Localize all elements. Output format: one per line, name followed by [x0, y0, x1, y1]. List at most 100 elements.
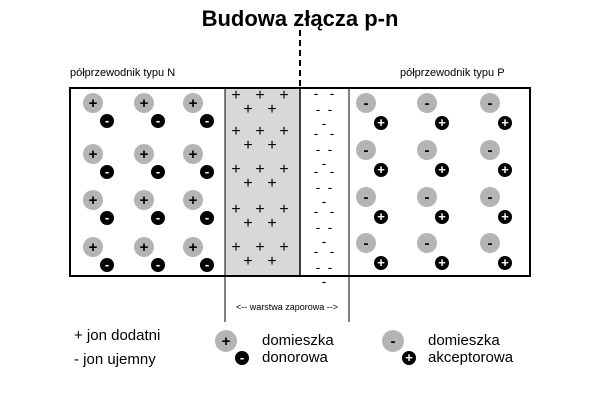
acceptor-atom: -+: [356, 93, 388, 130]
depletion-region-n: [225, 88, 300, 276]
negative-ion: -: [328, 141, 333, 157]
negative-ion: -: [316, 101, 321, 117]
positive-ion: +: [255, 123, 264, 140]
positive-ion: +: [243, 101, 252, 118]
minus-sign: -: [156, 210, 160, 225]
plus-sign: +: [501, 162, 509, 177]
negative-ion: -: [314, 203, 319, 219]
plus-sign: +: [501, 115, 509, 130]
positive-ion: +: [267, 253, 276, 270]
positive-ion: +: [267, 175, 276, 192]
positive-ion: +: [267, 101, 276, 118]
svg-text:+: +: [222, 333, 231, 350]
acceptor-atom: -+: [356, 140, 388, 177]
plus-sign: +: [377, 115, 385, 130]
negative-ion: -: [328, 219, 333, 235]
depletion-positive-ions: + + ++ ++ + ++ ++ + ++ ++ + ++ ++ + ++ +: [231, 87, 288, 270]
minus-sign: -: [425, 189, 430, 206]
svg-text:+: +: [405, 350, 413, 365]
minus-sign: -: [105, 113, 109, 128]
positive-ion: +: [255, 87, 264, 104]
minus-sign: -: [205, 113, 209, 128]
donor-atom: +-: [183, 144, 214, 179]
donor-atom: +-: [183, 93, 214, 128]
minus-sign: -: [425, 235, 430, 252]
positive-ion: +: [231, 161, 240, 178]
plus-sign: +: [377, 162, 385, 177]
svg-text:-: -: [240, 350, 244, 365]
donor-atom: +-: [183, 190, 214, 225]
plus-sign: +: [140, 239, 149, 256]
acceptor-atom: -+: [356, 233, 388, 270]
legend-donor-line1: domieszka: [262, 332, 334, 349]
minus-sign: -: [488, 189, 493, 206]
negative-ion: -: [322, 193, 327, 209]
acceptor-atom: -+: [417, 93, 449, 130]
acceptor-atom: -+: [480, 233, 512, 270]
positive-ion: +: [255, 239, 264, 256]
p-type-label: półprzewodnik typu P: [400, 67, 505, 79]
negative-ion: -: [328, 179, 333, 195]
plus-sign: +: [89, 95, 98, 112]
negative-ion: -: [314, 85, 319, 101]
page-title: Budowa złącza p-n: [202, 6, 399, 31]
minus-sign: -: [488, 95, 493, 112]
depletion-negative-ions: - -- --- -- --- -- --- -- --- -- --: [314, 85, 335, 289]
negative-ion: -: [322, 273, 327, 289]
minus-sign: -: [425, 142, 430, 159]
svg-text:-: -: [391, 333, 396, 350]
plus-sign: +: [438, 209, 446, 224]
negative-ion: -: [330, 203, 335, 219]
minus-sign: -: [205, 257, 209, 272]
plus-sign: +: [438, 115, 446, 130]
n-type-label: półprzewodnik typu N: [70, 67, 175, 79]
positive-ion: +: [279, 161, 288, 178]
plus-sign: +: [501, 209, 509, 224]
positive-ion: +: [231, 123, 240, 140]
positive-ion: +: [231, 87, 240, 104]
plus-sign: +: [189, 95, 198, 112]
plus-sign: +: [140, 146, 149, 163]
donor-atom: +-: [134, 93, 165, 128]
plus-sign: +: [140, 95, 149, 112]
donor-atom: +-: [183, 237, 214, 272]
barrier-label: <-- warstwa zaporowa -->: [236, 302, 338, 312]
positive-ion: +: [231, 201, 240, 218]
negative-ion: -: [322, 233, 327, 249]
positive-ion: +: [267, 215, 276, 232]
acceptor-atom: -+: [417, 233, 449, 270]
negative-ion: -: [316, 179, 321, 195]
minus-sign: -: [105, 164, 109, 179]
minus-sign: -: [205, 210, 209, 225]
minus-sign: -: [156, 257, 160, 272]
plus-sign: +: [189, 239, 198, 256]
donor-atom: +-: [83, 237, 114, 272]
positive-ion: +: [243, 215, 252, 232]
acceptor-atom: -+: [480, 93, 512, 130]
positive-ion: +: [279, 239, 288, 256]
donor-atom: +-: [83, 93, 114, 128]
negative-ion: -: [330, 125, 335, 141]
plus-sign: +: [89, 192, 98, 209]
minus-sign: -: [364, 95, 369, 112]
plus-sign: +: [438, 255, 446, 270]
minus-sign: -: [488, 235, 493, 252]
negative-ion: -: [316, 219, 321, 235]
plus-sign: +: [140, 192, 149, 209]
negative-ion: -: [314, 163, 319, 179]
donor-atom: +-: [83, 190, 114, 225]
legend-acceptor-icon: - +: [382, 330, 416, 365]
positive-ion: +: [255, 201, 264, 218]
negative-ion: -: [316, 259, 321, 275]
negative-ion: -: [330, 163, 335, 179]
minus-sign: -: [488, 142, 493, 159]
negative-ion: -: [330, 85, 335, 101]
minus-sign: -: [105, 210, 109, 225]
donor-atom: +-: [134, 190, 165, 225]
p-type-atoms: -+-+-+-+-+-+-+-+-+-+-+-+: [356, 93, 512, 270]
negative-ion: -: [322, 155, 327, 171]
positive-ion: +: [279, 201, 288, 218]
legend-positive-ion: + jon dodatni: [74, 327, 160, 344]
legend-acceptor-line2: akceptorowa: [428, 349, 514, 366]
